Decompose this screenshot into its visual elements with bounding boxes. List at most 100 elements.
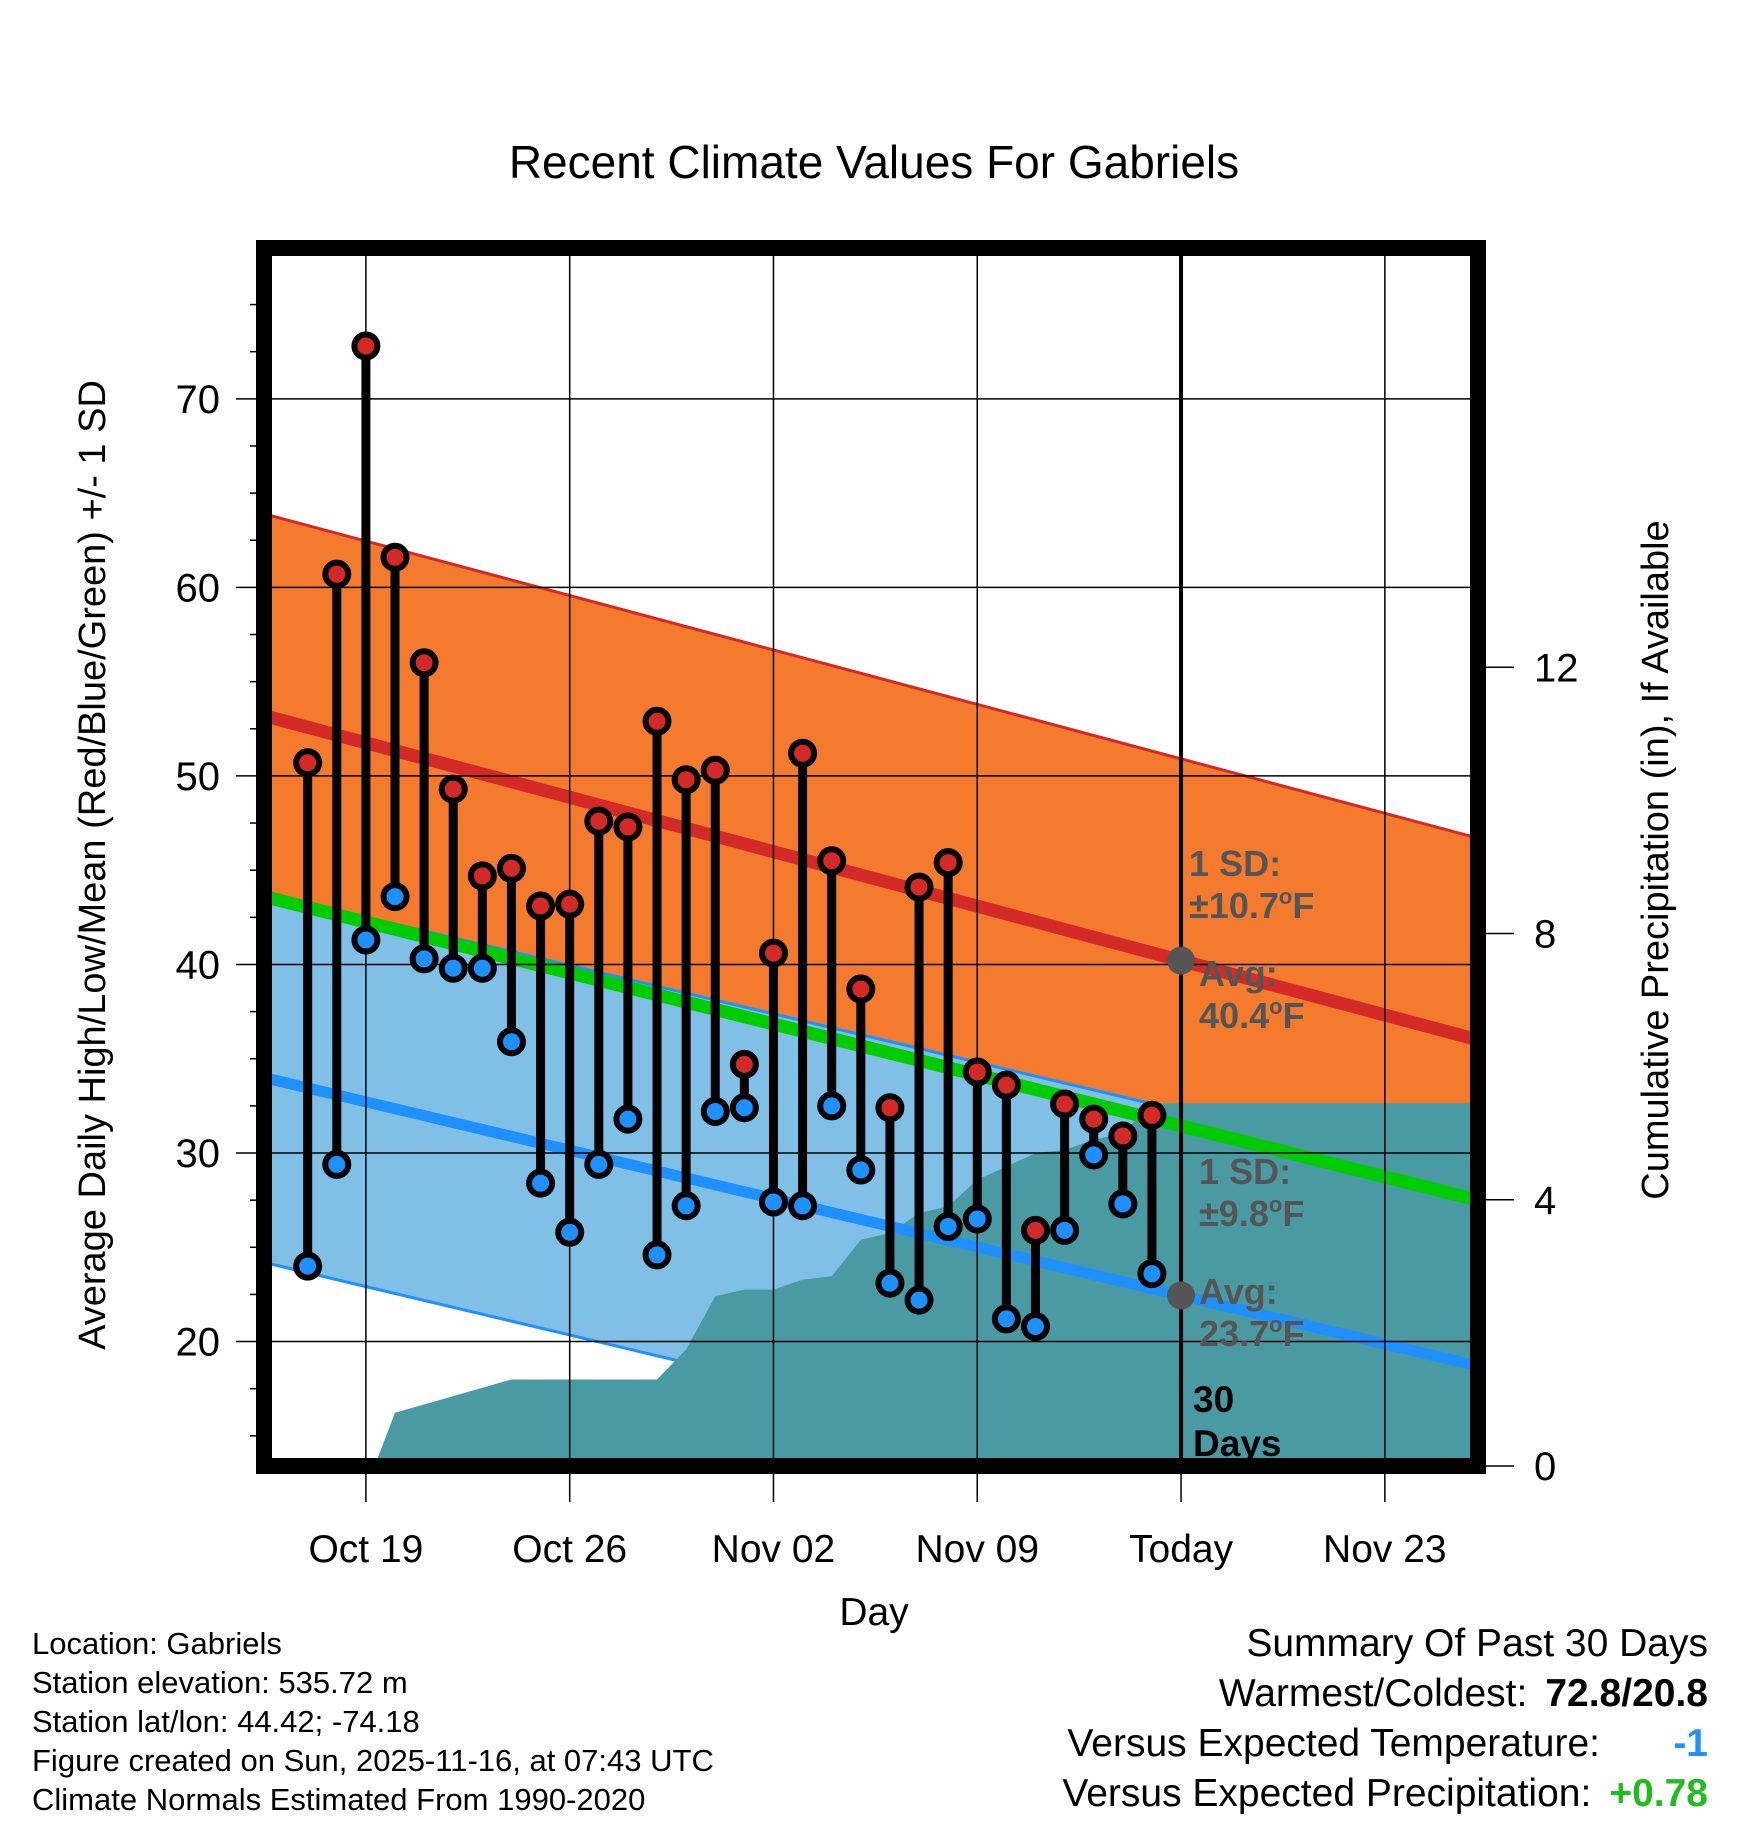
low_sd-degree: o xyxy=(1269,1192,1282,1217)
low_sd: 1 SD: ±9.8oF xyxy=(1199,1151,1304,1234)
daily-low-point xyxy=(1050,1215,1080,1245)
normals-line: Climate Normals Estimated From 1990-2020 xyxy=(32,1782,646,1817)
summary-precipitation: Versus Expected Precipitation: +0.78 xyxy=(1062,1770,1708,1818)
today-normal-low-marker xyxy=(1167,1281,1196,1310)
daily-high-point xyxy=(555,889,585,919)
normal-mean-line xyxy=(264,890,1478,1207)
low_avg-value: 23.7 xyxy=(1199,1313,1269,1354)
elevation-line: Station elevation: 535.72 m xyxy=(32,1665,408,1700)
created-line: Figure created on Sun, 2025-11-16, at 07… xyxy=(32,1743,714,1778)
x-tick-label: Oct 19 xyxy=(308,1528,423,1571)
x-tick-label: Nov 23 xyxy=(1323,1528,1447,1571)
daily-high-point xyxy=(438,774,468,804)
y-left-tick-label: 60 xyxy=(176,566,221,610)
daily-low-point xyxy=(380,882,410,912)
daily-high-point xyxy=(671,765,701,795)
x-axis-label: Day xyxy=(839,1591,909,1634)
daily-low-point xyxy=(700,1097,730,1127)
plot-frame xyxy=(256,240,1486,1474)
daily-high-point xyxy=(380,542,410,572)
temp-value: -1 xyxy=(1673,1722,1708,1765)
daily-high-point xyxy=(729,1049,759,1079)
precip-value: +0.78 xyxy=(1609,1772,1708,1815)
y-left-tick-label: 30 xyxy=(176,1132,221,1176)
daily-low-point xyxy=(962,1204,992,1234)
daily-low-point xyxy=(584,1149,614,1179)
summary-title: Summary Of Past 30 Days xyxy=(1246,1622,1708,1665)
daily-low-point xyxy=(846,1155,876,1185)
cumulative-precip-area xyxy=(374,1103,1478,1466)
days-label-word: Days xyxy=(1193,1423,1281,1464)
daily-low-point xyxy=(1108,1189,1138,1219)
daily-low-point xyxy=(409,944,439,974)
daily-low-point xyxy=(438,953,468,983)
low_sd-value: ±9.8 xyxy=(1199,1193,1269,1234)
low_avg: Avg: 23.7oF xyxy=(1199,1271,1305,1354)
x-tick-label: Nov 09 xyxy=(915,1528,1039,1571)
low_avg-label: Avg: xyxy=(1199,1271,1278,1312)
warmest-label: Warmest/Coldest: xyxy=(1218,1672,1528,1715)
daily-high-point xyxy=(788,738,818,768)
daily-low-point xyxy=(322,1149,352,1179)
high_avg-degree: o xyxy=(1269,994,1282,1019)
daily-high-point xyxy=(904,872,934,902)
latlon-line: Station lat/lon: 44.42; -74.18 xyxy=(32,1704,420,1739)
days-label: 30 Days xyxy=(1193,1379,1281,1464)
daily-low-point xyxy=(467,953,497,983)
warmest-value: 72.8/20.8 xyxy=(1545,1672,1708,1715)
high_sd-value: ±10.7 xyxy=(1189,885,1279,926)
x-tick-label: Oct 26 xyxy=(512,1528,627,1571)
low_sd-label: 1 SD: xyxy=(1199,1151,1291,1192)
low_avg-unit: F xyxy=(1283,1313,1305,1354)
daily-high-point xyxy=(1137,1100,1167,1130)
y-left-tick-label: 20 xyxy=(176,1321,221,1365)
x-tick-label: Today xyxy=(1129,1528,1234,1571)
daily-low-point xyxy=(904,1285,934,1315)
y-right-tick-label: 12 xyxy=(1534,646,1579,690)
daily-low-point xyxy=(671,1191,701,1221)
today-normal-high-marker xyxy=(1167,946,1196,975)
daily-high-point xyxy=(1108,1121,1138,1151)
daily-high-point xyxy=(467,861,497,891)
daily-high-point xyxy=(496,853,526,883)
daily-low-point xyxy=(933,1212,963,1242)
y-right-tick-label: 8 xyxy=(1534,913,1556,957)
daily-high-point xyxy=(817,846,847,876)
y-right-tick-label: 0 xyxy=(1534,1445,1556,1489)
daily-low-point xyxy=(875,1268,905,1298)
daily-low-point xyxy=(1137,1259,1167,1289)
daily-low-point xyxy=(1079,1140,1109,1170)
plot-contents xyxy=(264,248,1478,1466)
daily-high-point xyxy=(351,331,381,361)
daily-high-point xyxy=(322,559,352,589)
high_avg: Avg: 40.4oF xyxy=(1199,953,1305,1036)
high_sd-label: 1 SD: xyxy=(1189,843,1281,884)
high_sd: 1 SD: ±10.7oF xyxy=(1189,843,1314,926)
daily-high-point xyxy=(613,812,643,842)
daily-low-point xyxy=(788,1191,818,1221)
daily-low-point xyxy=(613,1104,643,1134)
daily-high-point xyxy=(409,648,439,678)
high_avg-unit: F xyxy=(1283,995,1305,1036)
daily-high-point xyxy=(962,1057,992,1087)
daily-high-point xyxy=(846,974,876,1004)
high_sd-unit: F xyxy=(1292,885,1314,926)
low_sd-unit: F xyxy=(1282,1193,1304,1234)
daily-low-point xyxy=(526,1168,556,1198)
daily-low-point xyxy=(496,1027,526,1057)
chart-title: Recent Climate Values For Gabriels xyxy=(509,136,1239,188)
high_sd-degree: o xyxy=(1279,884,1292,909)
daily-low-point xyxy=(293,1251,323,1281)
high_avg-label: Avg: xyxy=(1199,953,1278,994)
daily-high-point xyxy=(584,806,614,836)
low_avg-degree: o xyxy=(1269,1312,1282,1337)
high_avg-value: 40.4 xyxy=(1199,995,1269,1036)
daily-high-point xyxy=(991,1070,1021,1100)
daily-low-point xyxy=(817,1091,847,1121)
daily-low-point xyxy=(1020,1311,1050,1341)
location-line: Location: Gabriels xyxy=(32,1626,282,1661)
daily-high-point xyxy=(293,748,323,778)
temp-label: Versus Expected Temperature: xyxy=(1067,1722,1600,1765)
